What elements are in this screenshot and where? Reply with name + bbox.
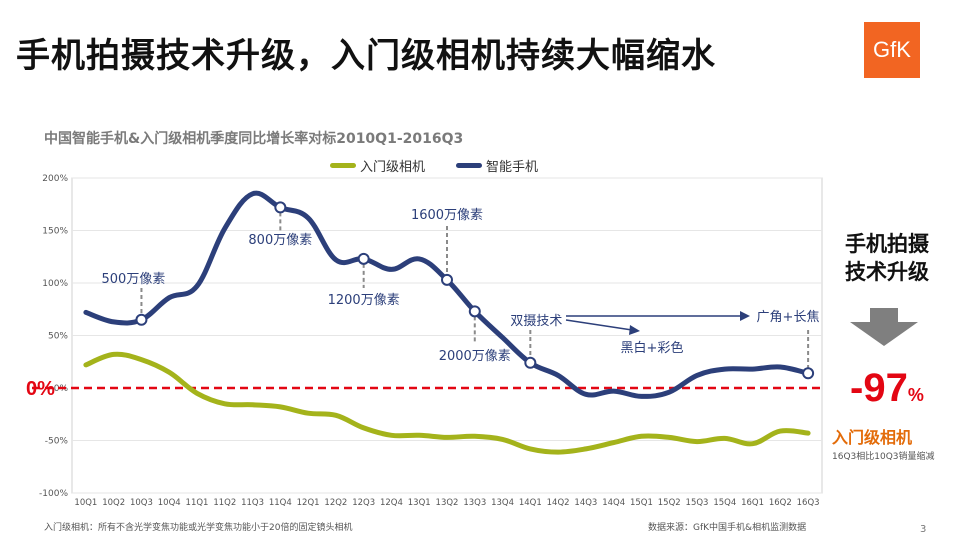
x-tick-label: 11Q1 bbox=[186, 498, 209, 508]
x-tick-label: 15Q1 bbox=[630, 498, 653, 508]
series-line-camera bbox=[83, 351, 811, 455]
x-tick-label: 11Q3 bbox=[241, 498, 264, 508]
y-tick-label: 200% bbox=[42, 174, 68, 184]
x-tick-label: 12Q2 bbox=[324, 498, 347, 508]
annotation-1200: 1200万像素 bbox=[328, 293, 400, 308]
annotation-1600: 1600万像素 bbox=[411, 208, 483, 223]
x-tick-label: 10Q1 bbox=[74, 498, 97, 508]
annotation-2000: 2000万像素 bbox=[439, 349, 511, 364]
annotation-marker bbox=[524, 356, 537, 369]
down-arrow-icon bbox=[850, 308, 918, 346]
x-tick-label: 14Q2 bbox=[547, 498, 570, 508]
x-tick-label: 12Q3 bbox=[352, 498, 375, 508]
x-tick-label: 10Q3 bbox=[130, 498, 153, 508]
annotation-marker bbox=[274, 201, 287, 214]
series-line-phone bbox=[83, 190, 811, 399]
arrow-to-mono bbox=[565, 319, 633, 331]
annotation-wide-tele: 广角+长焦 bbox=[757, 310, 820, 325]
page-number: 3 bbox=[920, 524, 927, 535]
x-tick-label: 12Q4 bbox=[380, 498, 403, 508]
annotation-800: 800万像素 bbox=[248, 233, 312, 248]
x-tick-label: 11Q4 bbox=[269, 498, 292, 508]
y-tick-label: 150% bbox=[42, 227, 68, 237]
decline-unit: % bbox=[907, 385, 924, 405]
x-tick-label: 16Q3 bbox=[797, 498, 820, 508]
annotation-marker bbox=[357, 252, 370, 265]
zero-label: 0% bbox=[26, 378, 55, 400]
x-tick-label: 10Q4 bbox=[158, 498, 181, 508]
legend-camera: 入门级相机 bbox=[330, 156, 425, 175]
y-tick-label: -100% bbox=[39, 489, 68, 499]
x-tick-label: 14Q1 bbox=[519, 498, 542, 508]
decline-number: -97 bbox=[850, 366, 908, 410]
x-tick-label: 12Q1 bbox=[297, 498, 320, 508]
side-heading-line1: 手机拍摄 bbox=[845, 232, 929, 256]
annotation-marker bbox=[468, 305, 481, 318]
x-tick-label: 16Q1 bbox=[741, 498, 764, 508]
x-tick-label: 13Q1 bbox=[408, 498, 431, 508]
x-tick-label: 13Q3 bbox=[463, 498, 486, 508]
side-heading: 手机拍摄 技术升级 bbox=[832, 230, 942, 286]
y-tick-label: 50% bbox=[48, 332, 68, 342]
annotation-marker bbox=[441, 273, 453, 286]
decline-value: -97% bbox=[850, 366, 924, 411]
legend-swatch-phone bbox=[456, 163, 482, 168]
arrow-head-wide bbox=[740, 311, 750, 321]
annotation-marker bbox=[135, 313, 148, 326]
side-heading-line2: 技术升级 bbox=[845, 260, 929, 284]
decline-label: 入门级相机 bbox=[832, 428, 913, 447]
arrow-head-mono bbox=[629, 325, 640, 335]
legend-label-phone: 智能手机 bbox=[486, 160, 539, 175]
x-tick-label: 14Q3 bbox=[574, 498, 597, 508]
annotation-500: 500万像素 bbox=[102, 272, 166, 287]
annotation-marker bbox=[802, 367, 815, 380]
y-tick-label: 100% bbox=[42, 279, 68, 289]
x-tick-label: 15Q4 bbox=[713, 498, 736, 508]
x-tick-label: 15Q3 bbox=[686, 498, 709, 508]
annotation-dual: 双摄技术 bbox=[510, 314, 562, 329]
y-tick-label: -50% bbox=[45, 437, 69, 447]
annotation-mono-color: 黑白+彩色 bbox=[621, 340, 684, 356]
x-tick-label: 13Q2 bbox=[436, 498, 459, 508]
x-tick-label: 10Q2 bbox=[102, 498, 125, 508]
x-tick-label: 15Q2 bbox=[658, 498, 681, 508]
legend-swatch-camera bbox=[330, 163, 356, 168]
gfk-logo: GfK bbox=[864, 22, 920, 78]
data-source: 数据来源：GfK中国手机&相机监测数据 bbox=[648, 523, 807, 533]
page-title: 手机拍摄技术升级，入门级相机持续大幅缩水 bbox=[16, 36, 716, 76]
decline-note: 16Q3相比10Q3销量缩减 bbox=[832, 452, 935, 462]
footnote: 入门级相机：所有不含光学变焦功能或光学变焦功能小于20倍的固定镜头相机 bbox=[44, 523, 353, 533]
x-tick-label: 16Q2 bbox=[769, 498, 792, 508]
x-tick-label: 14Q4 bbox=[602, 498, 625, 508]
x-tick-label: 13Q4 bbox=[491, 498, 514, 508]
chart-title: 中国智能手机&入门级相机季度同比增长率对标2010Q1-2016Q3 bbox=[44, 131, 464, 147]
legend-label-camera: 入门级相机 bbox=[360, 160, 426, 175]
legend-phone: 智能手机 bbox=[456, 156, 538, 175]
x-tick-label: 11Q2 bbox=[213, 498, 236, 508]
